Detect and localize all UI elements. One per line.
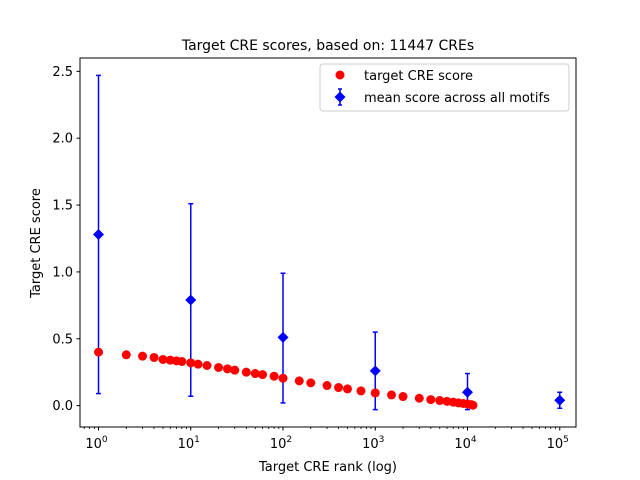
plot-area xyxy=(79,57,577,428)
mean-score-marker xyxy=(554,394,566,406)
score-point xyxy=(468,400,478,410)
score-point xyxy=(426,395,436,405)
legend: target CRE score mean score across all m… xyxy=(319,63,570,112)
diamond-layer xyxy=(93,228,566,406)
score-point xyxy=(387,390,397,400)
mean-score-marker xyxy=(462,386,474,398)
mean-score-marker xyxy=(185,294,197,306)
y-tick-label: 0.5 xyxy=(52,332,73,347)
x-tick-label: 100 xyxy=(85,435,108,452)
score-point xyxy=(149,352,159,362)
score-point xyxy=(186,358,196,368)
score-point xyxy=(334,383,344,393)
score-point xyxy=(342,384,352,394)
mean-score-marker xyxy=(277,331,289,343)
x-axis-label: Target CRE rank (log) xyxy=(258,460,397,475)
legend-box xyxy=(319,63,570,112)
y-tick-label: 2.5 xyxy=(52,65,73,80)
score-point xyxy=(356,386,366,396)
y-axis: 0.0 0.5 1.0 1.5 2.0 2.5 xyxy=(52,65,80,414)
score-point xyxy=(306,378,316,388)
x-tick-label: 102 xyxy=(270,435,292,452)
y-axis-label: Target CRE score xyxy=(29,188,44,299)
y-tick-label: 1.0 xyxy=(52,265,73,280)
score-point xyxy=(230,365,240,375)
mean-score-marker xyxy=(93,228,105,240)
mean-score-marker xyxy=(369,365,381,377)
legend-label-mean-score: mean score across all motifs xyxy=(364,91,550,106)
y-tick-label: 2.0 xyxy=(52,132,73,147)
score-point xyxy=(250,369,260,379)
score-point xyxy=(414,393,424,403)
score-point xyxy=(241,367,251,377)
score-point xyxy=(121,350,131,360)
y-tick-label: 1.5 xyxy=(52,199,73,214)
x-axis: 100 101 102 103 104 105 xyxy=(83,427,569,452)
legend-marker-mean-score xyxy=(334,91,346,103)
y-tick-label: 0.0 xyxy=(52,399,73,414)
score-point xyxy=(94,347,104,357)
score-point xyxy=(322,381,332,391)
score-point xyxy=(370,388,380,398)
score-point xyxy=(214,363,224,373)
points-layer xyxy=(94,347,478,410)
score-point xyxy=(398,392,408,402)
score-point xyxy=(222,364,232,374)
x-tick-label: 105 xyxy=(547,435,569,452)
x-tick-label: 103 xyxy=(362,435,384,452)
legend-label-target-score: target CRE score xyxy=(364,69,473,84)
score-point xyxy=(435,396,445,406)
score-point xyxy=(177,356,187,366)
score-point xyxy=(258,370,268,380)
x-tick-label: 101 xyxy=(178,435,200,452)
score-point xyxy=(278,373,288,383)
score-point xyxy=(158,354,168,364)
x-tick-label: 104 xyxy=(454,435,477,452)
score-point xyxy=(138,351,148,361)
score-point xyxy=(202,361,212,370)
chart-title: Target CRE scores, based on: 11447 CREs xyxy=(181,38,474,54)
legend-marker-target-score xyxy=(335,70,345,80)
score-point xyxy=(294,376,304,386)
score-point xyxy=(193,359,203,369)
score-point xyxy=(269,371,279,381)
